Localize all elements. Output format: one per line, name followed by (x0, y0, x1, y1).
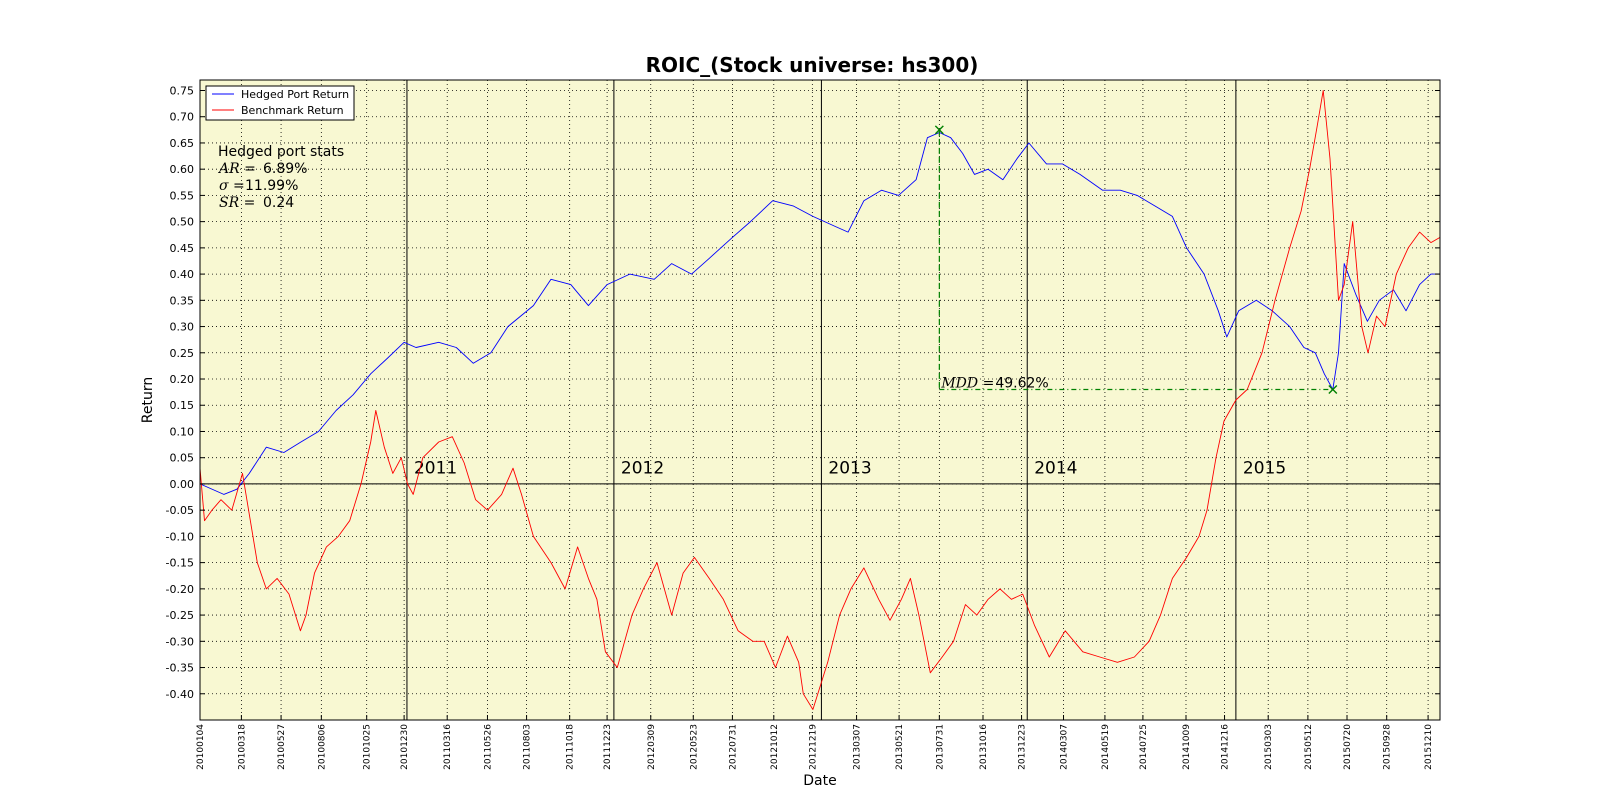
y-tick-label-22: -0.35 (166, 662, 194, 675)
x-tick-label-23: 20140725 (1139, 724, 1149, 770)
x-tick-label-4: 20101025 (363, 724, 373, 770)
year-label-2015: 2015 (1243, 458, 1286, 478)
y-tick-label-20: -0.25 (166, 609, 194, 622)
x-tick-label-14: 20121012 (770, 724, 780, 770)
mdd-peak-marker (934, 125, 944, 135)
x-tick-label-13: 20120731 (728, 724, 738, 770)
mdd-label: MDD = (940, 376, 994, 392)
y-tick-label-13: 0.10 (170, 425, 195, 438)
x-tick-label-24: 20141009 (1182, 724, 1192, 770)
x-tick-label-9: 20111018 (566, 724, 576, 770)
y-tick-label-9: 0.30 (170, 321, 195, 334)
x-tick-label-30: 20151210 (1424, 724, 1434, 770)
grid (199, 80, 1440, 720)
year-label-2011: 2011 (414, 458, 457, 478)
series-line-0 (199, 132, 1440, 495)
x-tick-label-22: 20140519 (1101, 724, 1111, 770)
stats-ar-label: AR = (217, 161, 256, 177)
x-tick-label-16: 20130307 (853, 724, 863, 770)
stats-sr-label: SR = (219, 195, 255, 211)
x-tick-label-26: 20150303 (1264, 724, 1274, 770)
y-tick-label-19: -0.20 (166, 583, 194, 596)
year-label-2012: 2012 (621, 458, 664, 478)
year-label-2013: 2013 (828, 458, 871, 478)
legend: Hedged Port Return Benchmark Return (205, 85, 355, 121)
legend-entry-hedged: Hedged Port Return (241, 88, 349, 101)
y-tick-label-3: 0.60 (170, 163, 195, 176)
y-tick-label-4: 0.55 (170, 189, 195, 202)
plot-frame (199, 79, 1441, 721)
y-tick-label-18: -0.15 (166, 557, 194, 570)
x-tick-label-1: 20100318 (237, 724, 247, 770)
y-tick-label-23: -0.40 (166, 688, 194, 701)
chart-title: ROIC_(Stock universe: hs300) (646, 53, 979, 77)
mdd-annotation: MDD = 49.62% (934, 125, 1338, 395)
year-label-2014: 2014 (1034, 458, 1077, 478)
stats-heading: Hedged port stats (218, 144, 344, 160)
y-tick-label-7: 0.40 (170, 268, 195, 281)
y-tick-label-21: -0.30 (166, 635, 194, 648)
y-tick-label-8: 0.35 (170, 294, 195, 307)
x-tick-label-17: 20130521 (895, 724, 905, 770)
y-tick-label-2: 0.65 (170, 137, 195, 150)
x-tick-label-29: 20150928 (1383, 724, 1393, 770)
x-tick-label-0: 20100104 (196, 724, 206, 770)
y-axis-ticks: 0.75 0.70 0.65 0.60 0.55 0.50 0.45 0.40 0.35 0.30… (166, 84, 1440, 701)
y-tick-label-6: 0.45 (170, 242, 195, 255)
x-tick-label-18: 20130731 (935, 724, 945, 770)
stats-sigma-value: 11.99% (245, 178, 298, 194)
x-tick-label-6: 20110316 (443, 724, 453, 770)
y-tick-label-5: 0.50 (170, 216, 195, 229)
mdd-trough-marker (1328, 385, 1338, 395)
stats-ar-value: 6.89% (263, 161, 307, 177)
x-tick-label-12: 20120523 (689, 724, 699, 770)
x-tick-label-10: 20111223 (603, 724, 613, 770)
x-tick-label-5: 20101230 (400, 724, 410, 770)
y-tick-label-17: -0.10 (166, 530, 194, 543)
y-tick-label-15: 0.00 (170, 478, 195, 491)
y-tick-label-16: -0.05 (166, 504, 194, 517)
x-tick-label-3: 20100806 (317, 724, 327, 770)
legend-entry-benchmark: Benchmark Return (241, 104, 344, 117)
y-tick-label-0: 0.75 (170, 84, 195, 97)
y-tick-label-12: 0.15 (170, 399, 195, 412)
x-tick-label-7: 20110526 (483, 724, 493, 770)
y-axis-label: Return (140, 377, 156, 423)
series-layer (199, 90, 1441, 710)
stats-sigma-label: σ = (219, 178, 245, 194)
x-tick-label-20: 20131223 (1018, 724, 1028, 770)
x-tick-label-11: 20120309 (647, 724, 657, 770)
series-line-1 (199, 90, 1441, 710)
stats-box: Hedged port stats AR = 6.89% σ = 11.99% … (217, 144, 344, 211)
stats-sr-value: 0.24 (263, 195, 294, 211)
y-tick-label-11: 0.20 (170, 373, 195, 386)
x-tick-label-8: 20110803 (523, 724, 533, 770)
x-axis-label: Date (803, 773, 836, 789)
x-tick-label-28: 20150720 (1343, 724, 1353, 770)
y-tick-label-1: 0.70 (170, 111, 195, 124)
x-tick-label-19: 20131016 (979, 724, 989, 770)
x-axis-ticks: 20100104 20100318 20100527 20100806 20101025… (196, 715, 1434, 770)
x-tick-label-21: 20140307 (1060, 724, 1070, 770)
x-tick-label-2: 20100527 (277, 724, 287, 770)
y-tick-label-14: 0.05 (170, 452, 195, 465)
legend-box (205, 85, 355, 121)
x-tick-label-15: 20121219 (808, 724, 818, 770)
x-tick-label-25: 20141216 (1221, 724, 1231, 770)
x-tick-label-27: 20150512 (1304, 724, 1314, 770)
mdd-value: 49.62% (995, 376, 1048, 392)
plot-area (200, 80, 1440, 720)
y-tick-label-10: 0.25 (170, 347, 195, 360)
